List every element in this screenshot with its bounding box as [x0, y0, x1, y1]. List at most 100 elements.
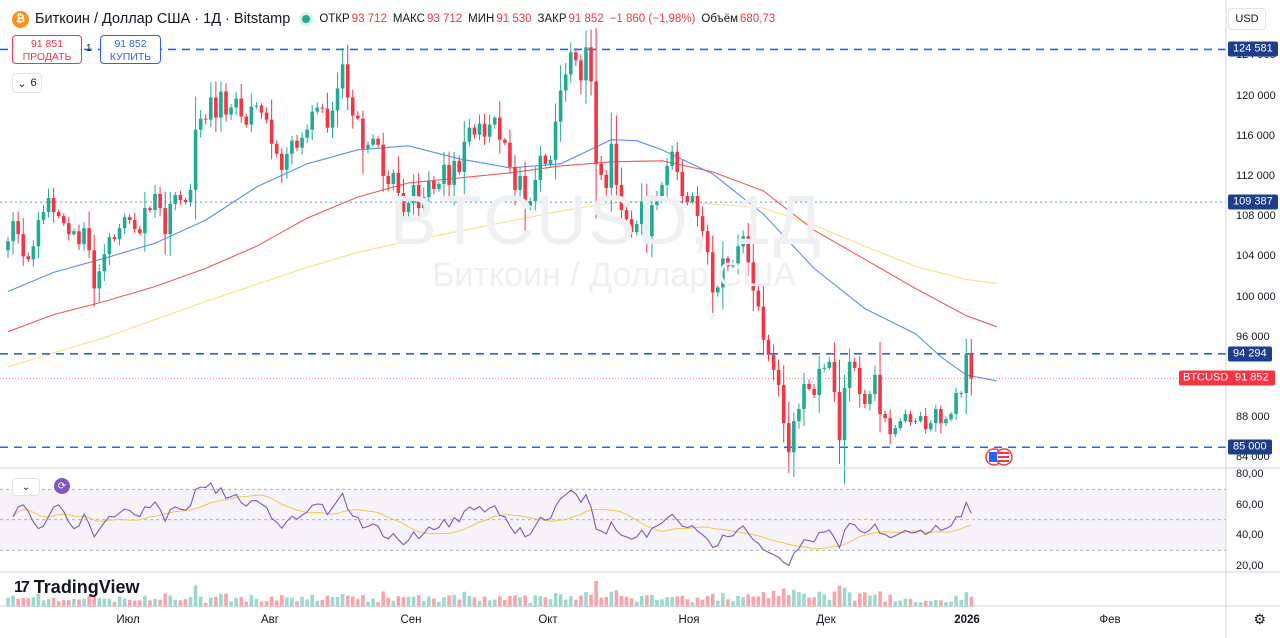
- sell-button[interactable]: 91 851 ПРОДАТЬ: [12, 35, 82, 64]
- candle: [356, 111, 360, 121]
- candle-body: [31, 246, 36, 260]
- volume-bar: [513, 595, 517, 607]
- volume-bar: [153, 598, 157, 607]
- candle-body: [254, 105, 259, 107]
- candle: [168, 191, 173, 256]
- level-price-tag[interactable]: 124 581: [1228, 41, 1278, 57]
- volume-bar: [523, 595, 527, 607]
- symbol-title[interactable]: Биткоин / Доллар США · 1Д · Bitstamp: [35, 11, 291, 27]
- candle: [934, 404, 938, 432]
- candle-body: [847, 361, 852, 388]
- candle: [305, 124, 309, 144]
- candle-body: [837, 391, 842, 441]
- candle: [61, 213, 66, 227]
- candle-body: [264, 112, 269, 120]
- candle-body: [457, 160, 462, 172]
- candle: [710, 235, 715, 313]
- volume-bar: [923, 600, 928, 607]
- candle: [944, 416, 948, 427]
- candle-body: [26, 256, 31, 260]
- candle-body: [655, 196, 659, 206]
- candle: [46, 188, 51, 218]
- candle-body: [274, 143, 279, 154]
- candle-body: [472, 127, 477, 135]
- volume-bar: [381, 591, 385, 607]
- rsi-refresh-icon[interactable]: ⟳: [54, 478, 70, 494]
- volume-bar: [183, 599, 188, 607]
- candle: [847, 348, 852, 402]
- candle-body: [857, 367, 862, 394]
- volume-bar: [482, 596, 487, 607]
- level-price-tag[interactable]: 109 387: [1228, 194, 1278, 210]
- volume-bar: [330, 596, 335, 607]
- candle-body: [807, 383, 811, 389]
- candle-body: [259, 105, 264, 113]
- candle: [807, 379, 811, 391]
- candle: [624, 206, 629, 222]
- candle-body: [568, 52, 573, 75]
- candle-body: [726, 258, 730, 267]
- volume-bar: [290, 597, 294, 607]
- candle: [954, 387, 958, 420]
- symbol-header[interactable]: ₿ Биткоин / Доллар США · 1Д · Bitstamp О…: [12, 9, 775, 29]
- buy-price: 91 852: [114, 38, 147, 50]
- chevron-down-icon: ⌄: [21, 481, 31, 493]
- volume-bar: [421, 600, 426, 607]
- volume-bar: [802, 593, 806, 607]
- volume-bar: [163, 593, 167, 607]
- candle: [497, 101, 502, 154]
- level-price-tag[interactable]: 85 000: [1228, 439, 1272, 455]
- low-value: 91 530: [496, 13, 532, 25]
- buy-button[interactable]: 91 852 КУПИТЬ: [100, 35, 161, 64]
- candle: [781, 365, 786, 443]
- volume-bar: [508, 596, 512, 607]
- volume-bar: [122, 598, 127, 607]
- candle-body: [67, 223, 71, 235]
- candle-body: [345, 64, 350, 98]
- order-quantity[interactable]: 1: [86, 43, 92, 54]
- rsi-pane: [0, 482, 1226, 567]
- level-price-tag[interactable]: 94 294: [1228, 346, 1272, 362]
- market-status-icon[interactable]: [302, 15, 311, 23]
- rsi-collapse-button[interactable]: ⌄: [12, 478, 40, 496]
- candle: [883, 410, 887, 423]
- volume-bar: [492, 599, 497, 607]
- currency-selector[interactable]: USD: [1228, 8, 1266, 30]
- candle: [913, 418, 918, 424]
- candle: [31, 240, 36, 267]
- close-value: 91 852: [568, 13, 604, 25]
- candle-body: [183, 200, 188, 203]
- candle-body: [168, 204, 173, 235]
- volume-bar: [411, 596, 416, 607]
- candle-body: [153, 193, 157, 211]
- sell-price: 91 851: [30, 38, 64, 50]
- volume-bar: [427, 596, 431, 607]
- rsi-tick: 60,00: [1236, 498, 1264, 511]
- candle: [751, 242, 756, 312]
- volume-bar: [827, 599, 832, 607]
- candle: [442, 151, 446, 200]
- month-label: 2026: [954, 614, 980, 626]
- candle: [487, 114, 492, 143]
- tradingview-logo[interactable]: 17 TradingView: [14, 577, 140, 598]
- volume-bar: [315, 600, 320, 607]
- candle-body: [315, 107, 320, 112]
- volume-bar: [259, 601, 264, 607]
- candle-body: [158, 193, 162, 209]
- candle: [285, 147, 289, 179]
- indicators-toggle-button[interactable]: ⌄ 6: [12, 73, 42, 93]
- volume-bar: [325, 595, 330, 607]
- candle: [366, 141, 370, 154]
- economic-events-icon[interactable]: [985, 448, 1015, 466]
- candle: [432, 176, 436, 195]
- candle-body: [244, 116, 249, 125]
- candle-body: [934, 409, 938, 424]
- volume-bar: [913, 602, 918, 607]
- volume-bar: [503, 600, 507, 607]
- settings-gear-icon[interactable]: ⚙: [1253, 611, 1266, 627]
- candle: [467, 118, 472, 147]
- volume-bar: [609, 591, 614, 607]
- volume-bar: [842, 587, 847, 607]
- candle: [736, 234, 740, 275]
